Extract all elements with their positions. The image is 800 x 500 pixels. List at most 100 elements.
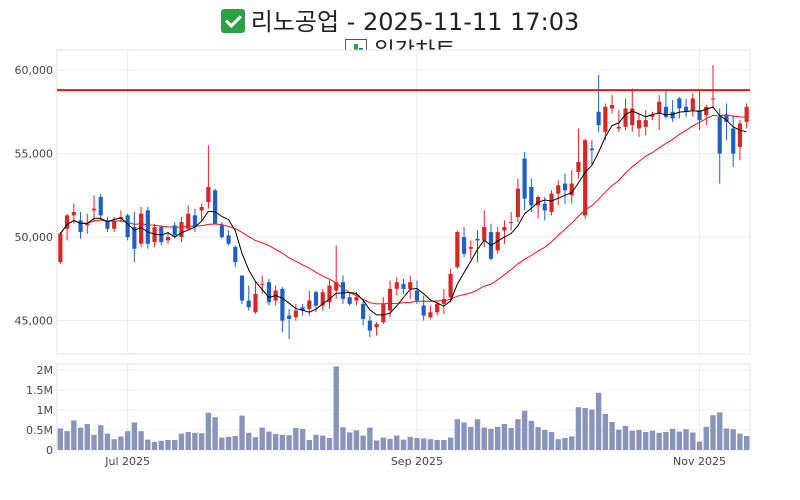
candle-body [387, 288, 393, 311]
candle-body [199, 207, 204, 211]
candle-body [226, 235, 231, 244]
candle-body [334, 282, 339, 291]
candle-body [287, 315, 292, 319]
volume-tick-label: 1M [37, 404, 54, 417]
candle-body [441, 298, 446, 304]
candle-body [58, 233, 63, 263]
volume-bar [548, 432, 555, 450]
chart-title-text: 리노공업 - 2025-11-11 17:03 [250, 8, 580, 36]
candle-body [630, 108, 635, 126]
chart-title: 리노공업 - 2025-11-11 17:03 [0, 2, 800, 37]
price-tick-label: 50,000 [15, 231, 54, 244]
candle-body [165, 237, 171, 241]
volume-bar [293, 428, 299, 450]
volume-bar [515, 419, 521, 450]
volume-bar [717, 412, 723, 450]
volume-bar [346, 432, 353, 450]
candle-body [414, 290, 420, 301]
candle-body [717, 116, 722, 154]
volume-bar [225, 436, 232, 450]
candle-body [421, 305, 426, 316]
x-tick-label: Sep 2025 [391, 455, 443, 468]
candle-body [186, 213, 191, 229]
candle-body [731, 128, 736, 154]
candle-body [603, 106, 608, 132]
volume-bar [535, 427, 541, 450]
volume-bar [111, 439, 117, 450]
candle-body [502, 227, 507, 231]
candle-body [677, 98, 682, 109]
candle-body [589, 148, 594, 151]
volume-bar [595, 392, 602, 450]
volume-bar [320, 435, 326, 450]
candle-body [529, 186, 534, 206]
volume-bar [589, 409, 595, 450]
candle-body [657, 101, 662, 114]
volume-bar [124, 431, 131, 450]
candle-body [206, 186, 211, 202]
candle-body [172, 225, 177, 236]
candle-body [340, 282, 346, 299]
candle-body [542, 203, 547, 211]
candle-body [293, 310, 298, 318]
candle-body [239, 275, 245, 301]
volume-bar [683, 429, 689, 450]
volume-bar [669, 428, 676, 450]
volume-bar [192, 432, 198, 450]
volume-bar [151, 442, 158, 450]
volume-bar [481, 427, 487, 450]
candle-body [145, 210, 150, 244]
candle-body [583, 140, 588, 216]
candle-body [381, 303, 386, 323]
candle-body [704, 106, 709, 116]
candle-body [616, 126, 621, 129]
candle-body [327, 285, 332, 303]
volume-bar [609, 422, 615, 450]
candle-body [125, 215, 130, 238]
volume-bar [138, 431, 144, 450]
volume-bar [569, 436, 575, 450]
candle-body [300, 307, 305, 311]
candle-body [468, 247, 473, 249]
price-tick-label: 60,000 [15, 64, 54, 77]
volume-bar [616, 429, 622, 450]
candle-body [192, 215, 198, 228]
candle-body [367, 320, 372, 331]
price-tick-label: 45,000 [15, 315, 54, 328]
volume-bar [454, 419, 461, 450]
volume-bar [84, 424, 90, 450]
volume-bar [703, 426, 709, 450]
candle-body [179, 222, 184, 238]
volume-bar [98, 425, 104, 450]
volume-tick-label: 2M [37, 364, 54, 377]
candle-body [98, 196, 103, 216]
candle-body [697, 110, 702, 121]
candle-body [71, 212, 76, 216]
volume-bar [333, 366, 339, 450]
volume-bar [602, 414, 609, 450]
volume-bar [622, 426, 629, 450]
candle-body [105, 220, 110, 229]
volume-bar [145, 439, 151, 450]
volume-bar [172, 440, 178, 450]
volume-bar [501, 424, 508, 450]
candle-body [307, 300, 312, 309]
candle-body [710, 98, 716, 100]
volume-bar [690, 432, 696, 450]
volume-bar [407, 436, 413, 450]
volume-bar [723, 428, 730, 450]
candle-body [724, 115, 729, 122]
volume-bar [104, 433, 111, 450]
volume-bar [91, 434, 97, 450]
volume-bar [279, 434, 286, 450]
candle-body [455, 232, 460, 268]
price-panel [56, 49, 751, 355]
volume-bar [488, 428, 494, 450]
candle-body [744, 106, 749, 122]
candle-body [213, 190, 218, 224]
candle-body [623, 108, 628, 127]
volume-bar [420, 438, 427, 450]
candle-body [737, 123, 742, 147]
volume-bar [158, 440, 164, 450]
volume-bar [219, 437, 225, 450]
